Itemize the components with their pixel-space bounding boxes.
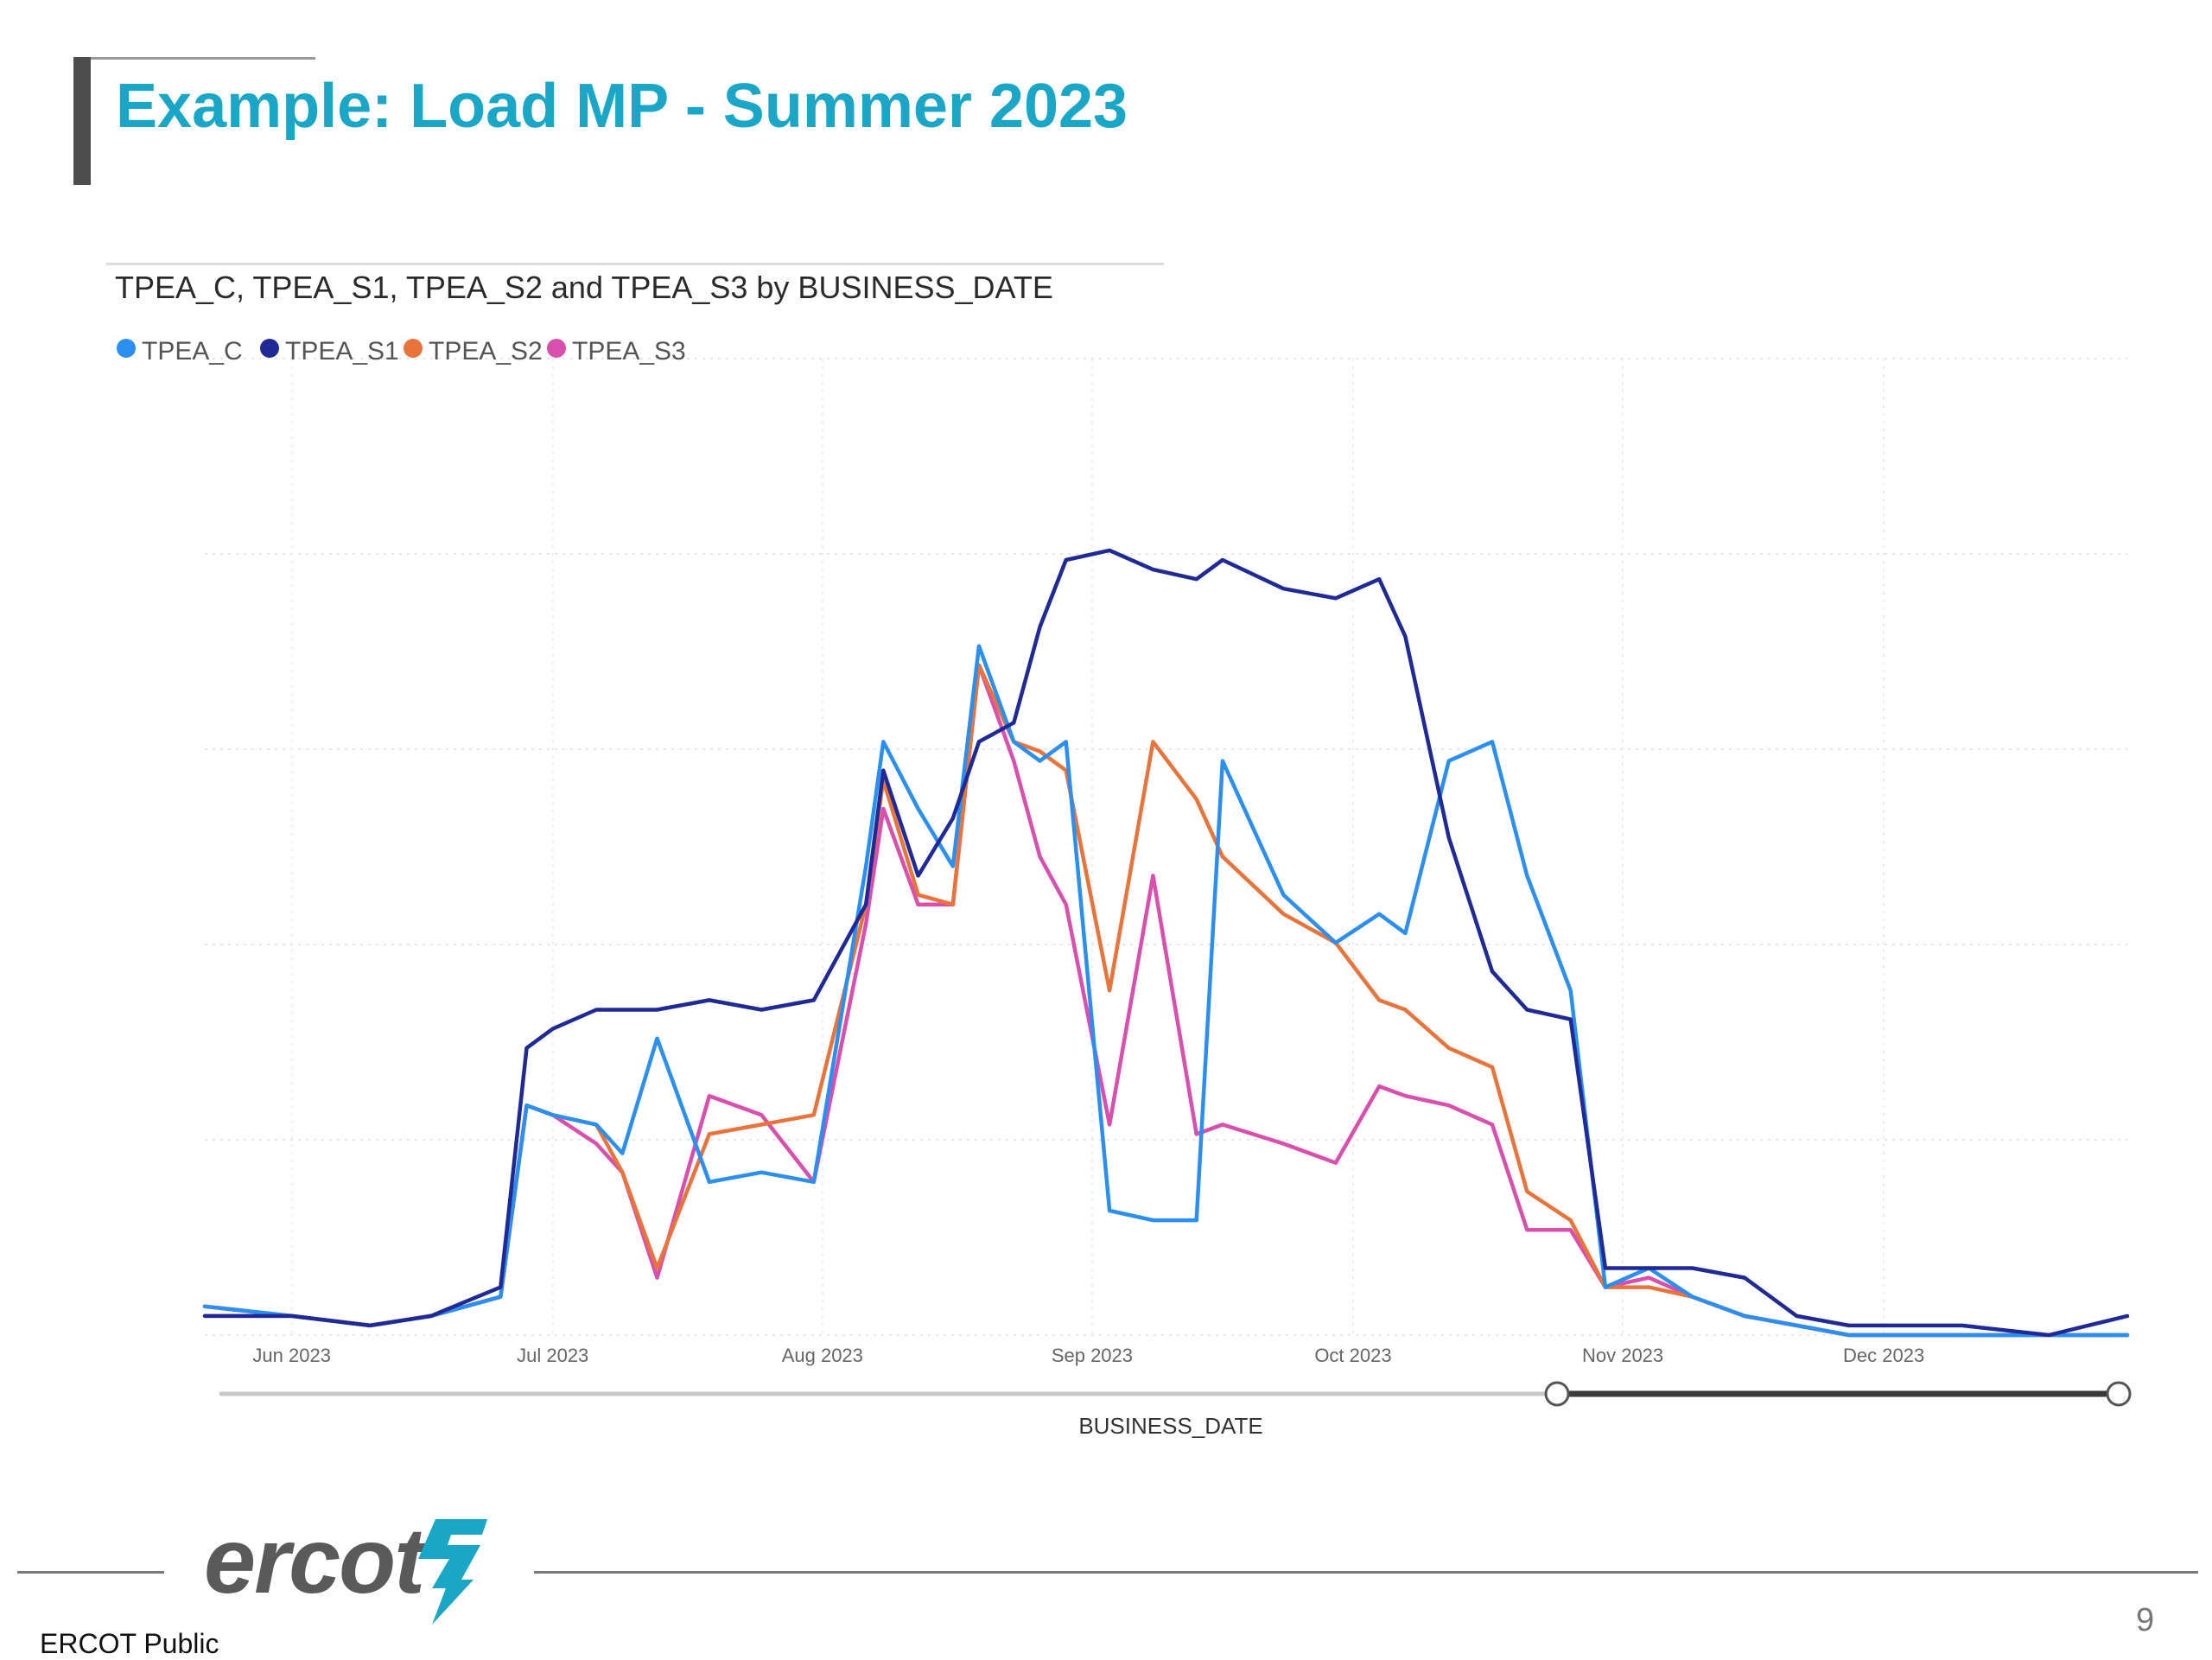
legend-marker	[260, 339, 279, 358]
slider-end-handle[interactable]	[2106, 1381, 2132, 1407]
chart-svg: TPEA_C, TPEA_S1, TPEA_S2 and TPEA_S3 by …	[106, 263, 2132, 1439]
chart-title: TPEA_C, TPEA_S1, TPEA_S2 and TPEA_S3 by …	[115, 270, 1053, 305]
legend-label: TPEA_S3	[572, 337, 686, 366]
lightning-logo-icon	[418, 1519, 487, 1625]
title-accent-line	[91, 57, 315, 60]
logo-wordmark: ercot	[204, 1508, 425, 1612]
footer-classification: ERCOT Public	[40, 1628, 219, 1659]
legend-marker	[117, 339, 136, 358]
title-accent	[73, 57, 315, 185]
slide-title: Example: Load MP - Summer 2023	[116, 72, 1128, 141]
x-tick-label: Jun 2023	[252, 1345, 331, 1366]
legend: TPEA_C TPEA_S1 TPEA_S2 TPEA_S3	[117, 337, 686, 366]
series-lines	[202, 548, 2130, 1338]
legend-marker	[404, 339, 423, 358]
footer-divider-right	[534, 1571, 2198, 1574]
x-tick-label: Nov 2023	[1582, 1345, 1663, 1366]
x-tick-label: Oct 2023	[1314, 1345, 1391, 1366]
chart-title-underline	[106, 263, 1164, 265]
x-tick-label: Jul 2023	[517, 1345, 588, 1366]
x-tick-label: Aug 2023	[782, 1345, 863, 1366]
x-tick-label: Sep 2023	[1052, 1345, 1133, 1366]
footer-divider-left	[17, 1571, 164, 1574]
x-tick-label: Dec 2023	[1843, 1345, 1924, 1366]
series-line-tpea-s1	[202, 548, 2130, 1338]
series-line-tpea-s2	[202, 663, 2130, 1338]
x-axis-ticks: Jun 2023 Jul 2023 Aug 2023 Sep 2023 Oct 2023…	[252, 1345, 1924, 1366]
ercot-logo: ercot	[204, 1514, 498, 1635]
line-chart: TPEA_C, TPEA_S1, TPEA_S2 and TPEA_S3 by …	[106, 263, 2132, 1439]
legend-label: TPEA_S1	[285, 337, 399, 366]
legend-marker	[547, 339, 566, 358]
date-range-slider[interactable]	[219, 1381, 2132, 1407]
grid	[205, 358, 2127, 1336]
series-line-tpea-c	[202, 644, 2130, 1338]
series-line-tpea-s3	[202, 663, 2130, 1338]
x-axis-label: BUSINESS_DATE	[1078, 1413, 1262, 1439]
page-number: 9	[2136, 1602, 2155, 1638]
legend-label: TPEA_C	[142, 337, 243, 366]
slider-start-handle[interactable]	[1544, 1381, 1570, 1407]
legend-label: TPEA_S2	[429, 337, 543, 366]
title-accent-bar	[73, 57, 91, 185]
